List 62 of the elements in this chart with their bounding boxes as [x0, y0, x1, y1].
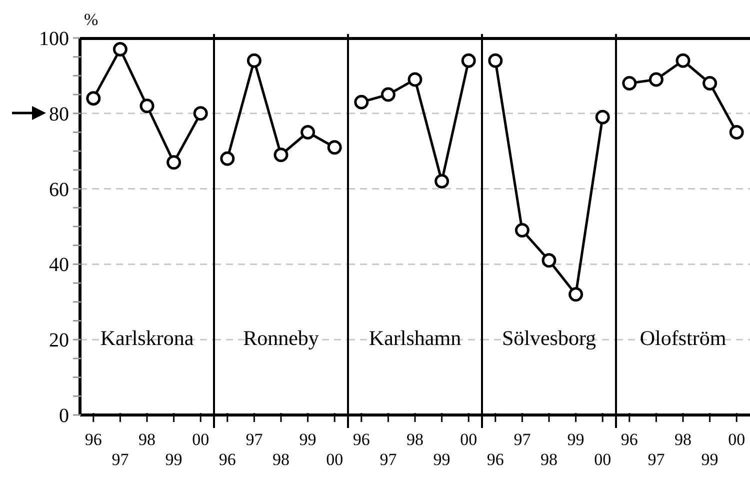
text: Karlskrona	[99, 326, 195, 351]
y-tick-label: 40	[49, 254, 69, 276]
point	[140, 98, 154, 114]
x-tick-label: 96	[218, 450, 236, 469]
y-tick-label: 0	[59, 405, 69, 427]
point	[461, 53, 476, 68]
x-tick-label: 98	[540, 450, 558, 469]
x-tick-label: 98	[406, 430, 424, 449]
point	[220, 151, 235, 166]
point	[729, 125, 744, 140]
x-tick-label: 00	[728, 430, 746, 449]
y-tick-label: 80	[49, 103, 69, 126]
point	[408, 72, 422, 87]
x-tick-label: 00	[192, 430, 210, 449]
point	[380, 87, 396, 102]
point	[622, 76, 637, 90]
text: Olofström	[638, 326, 728, 351]
point	[648, 72, 664, 87]
point	[595, 110, 610, 124]
text: Ronneby	[242, 326, 320, 351]
x-tick-label: 99	[299, 430, 316, 449]
x-tick-label: 96	[84, 430, 102, 449]
point	[193, 106, 208, 121]
point	[86, 91, 101, 106]
point	[327, 140, 342, 155]
y-tick-label: 100	[39, 28, 69, 50]
x-tick-label: 98	[138, 430, 156, 449]
x-tick-label: 97	[648, 450, 666, 469]
x-tick-label: 00	[326, 450, 344, 469]
x-tick-label: 97	[380, 450, 398, 469]
x-tick-label: 98	[674, 430, 692, 449]
x-tick-label: 96	[620, 430, 638, 449]
y-axis-title: %	[84, 10, 98, 30]
x-tick-label: 99	[567, 430, 584, 449]
point	[676, 53, 690, 68]
point	[568, 287, 584, 302]
point	[354, 94, 369, 110]
x-tick-label: 96	[486, 450, 504, 469]
x-tick-label: 99	[701, 450, 718, 469]
point	[488, 53, 503, 68]
point	[246, 53, 262, 68]
point	[702, 76, 718, 90]
x-tick-label: 00	[594, 450, 612, 469]
x-tick-label: 96	[352, 430, 370, 449]
point	[514, 223, 530, 238]
point	[434, 174, 450, 189]
point	[542, 253, 556, 268]
point	[166, 155, 182, 170]
x-tick-label: 00	[460, 430, 478, 449]
x-tick-label: 99	[433, 450, 450, 469]
point	[112, 42, 128, 57]
point	[274, 148, 288, 162]
point	[300, 125, 316, 140]
y-tick-label: 60	[49, 178, 69, 201]
text: Karlshamn	[368, 326, 462, 351]
x-tick-label: 97	[246, 430, 264, 449]
x-tick-label: 97	[514, 430, 532, 449]
y-tick-label: 20	[49, 330, 69, 352]
x-tick-label: 97	[112, 450, 130, 469]
x-tick-label: 99	[165, 450, 182, 469]
text: Sölvesborg	[500, 326, 598, 351]
x-tick-label: 98	[272, 450, 290, 469]
